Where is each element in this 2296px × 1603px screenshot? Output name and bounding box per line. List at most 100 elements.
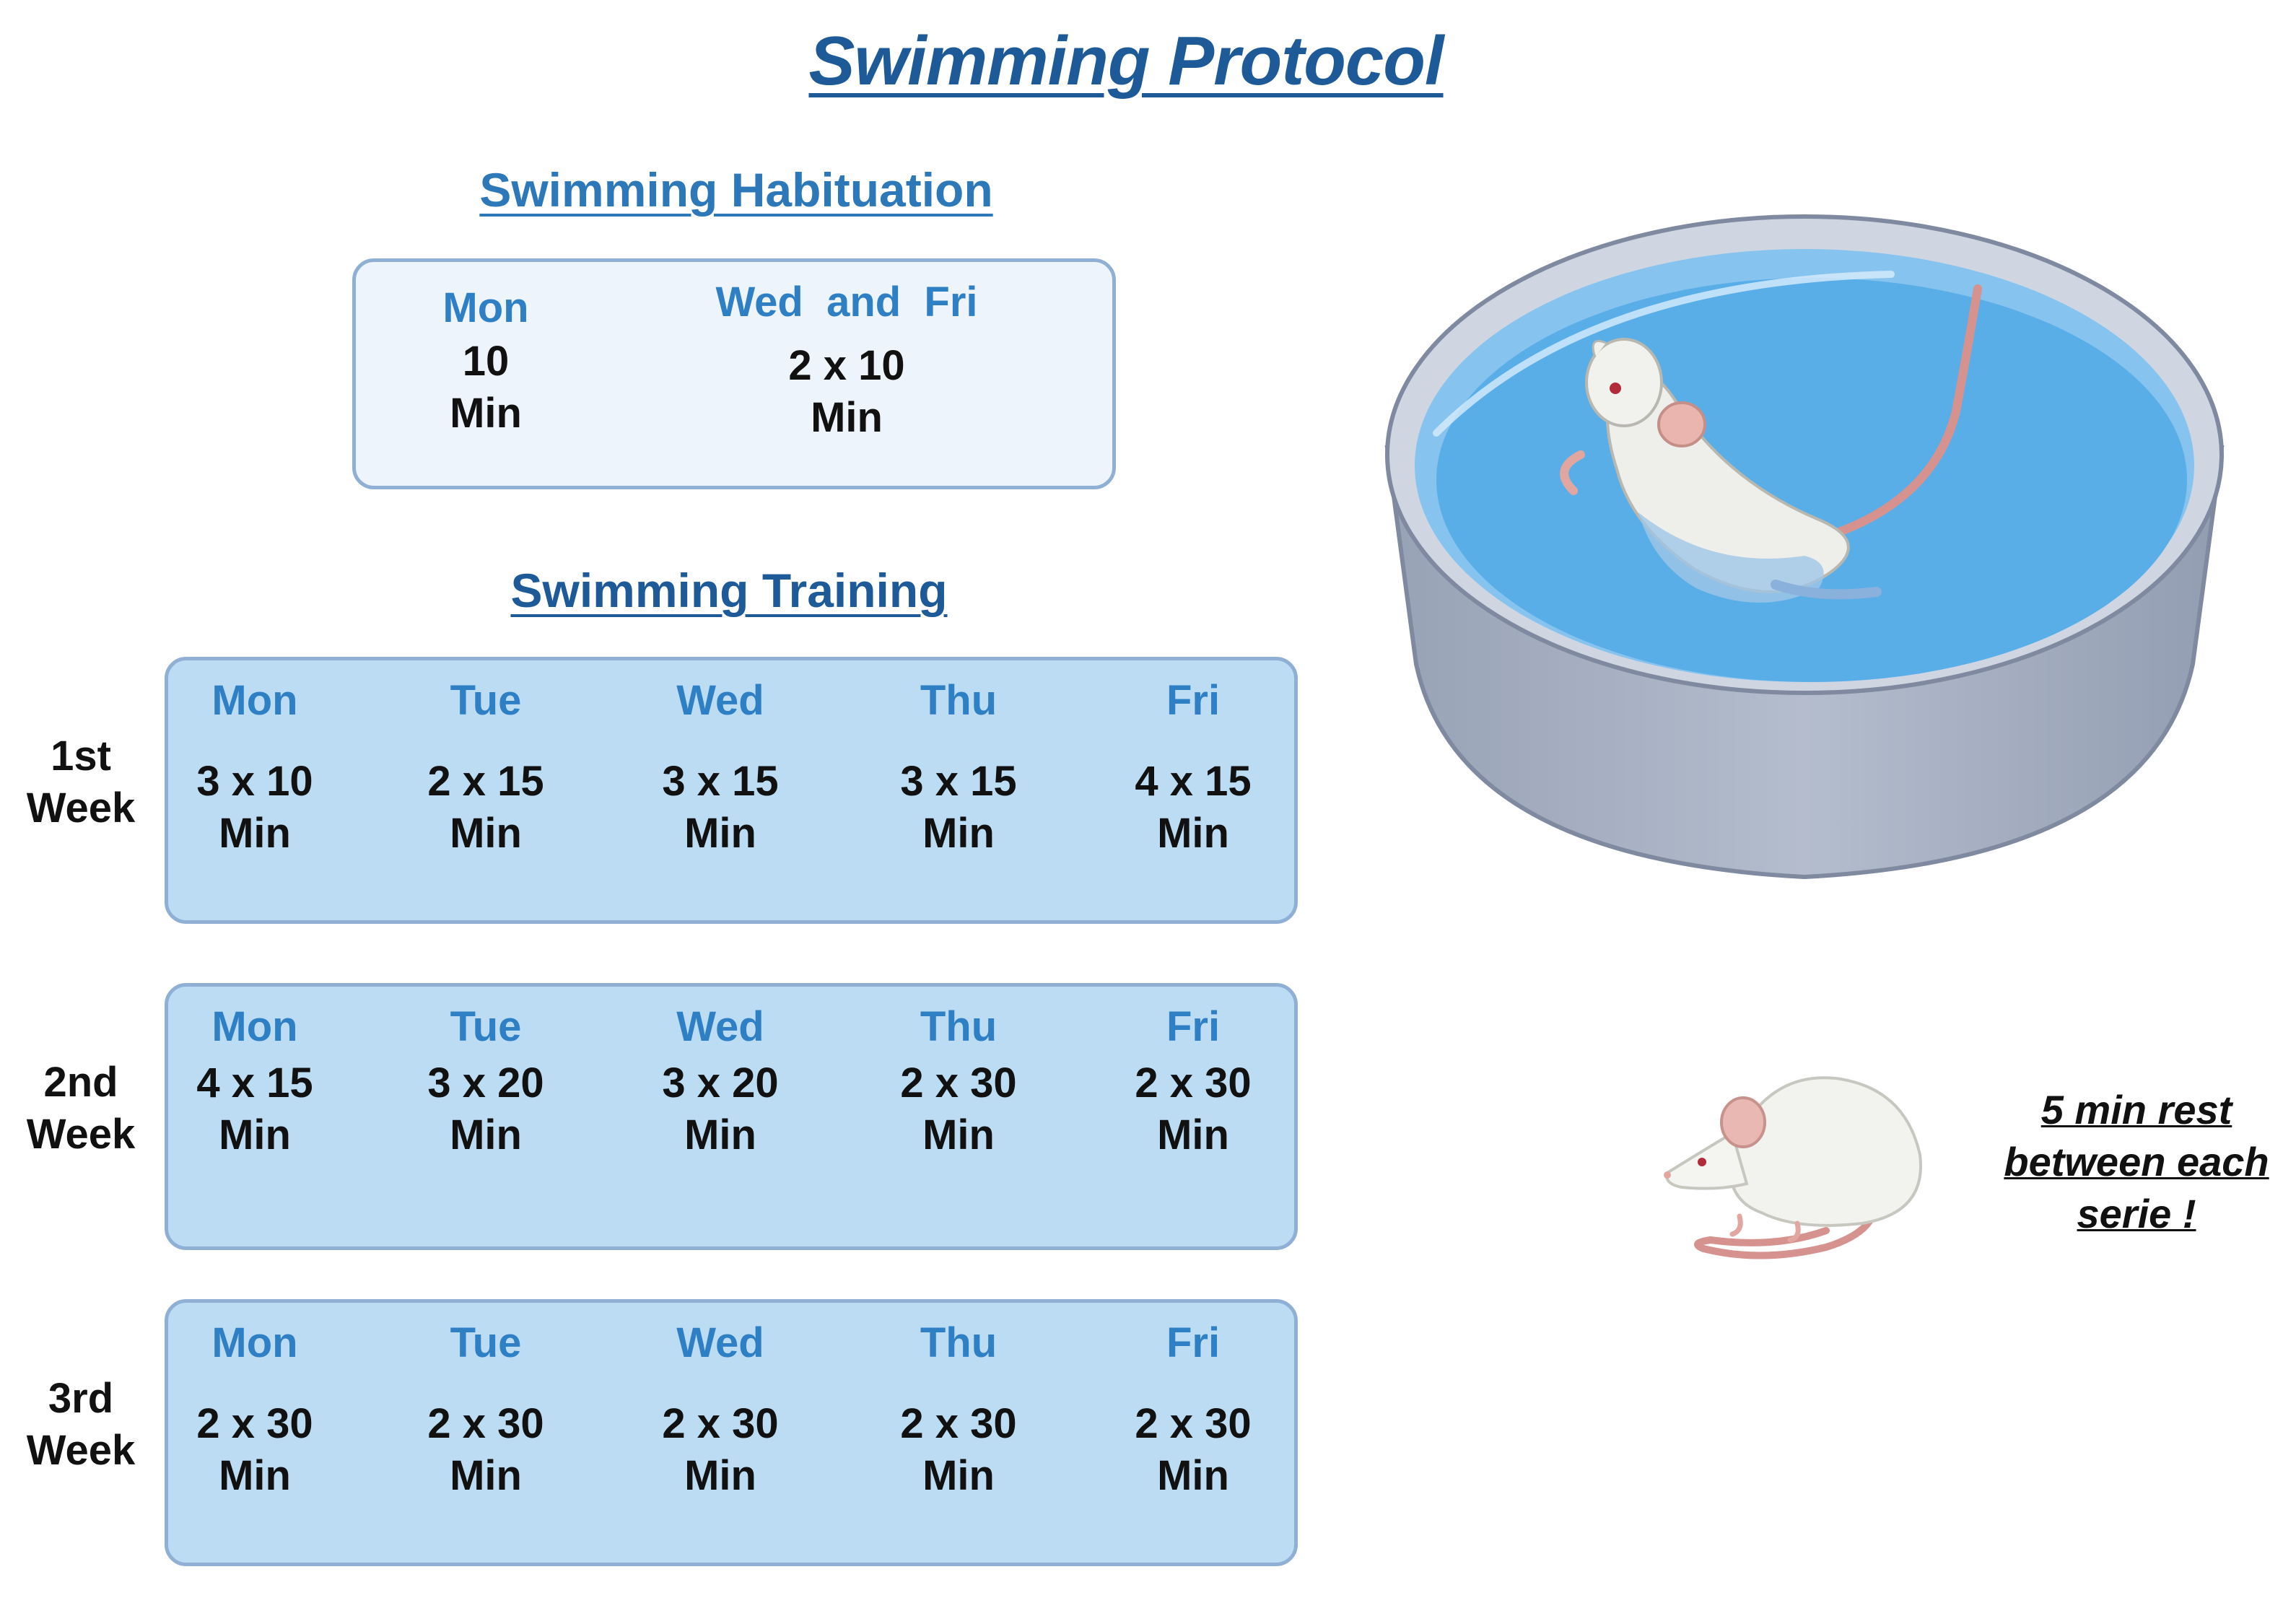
day-label: Mon: [211, 677, 298, 724]
week-label-line1: 1st: [51, 733, 111, 779]
duration-value: 2 x 30: [196, 1400, 313, 1447]
week-label-line2: Week: [26, 785, 136, 831]
resting-rat-nose: [1664, 1171, 1671, 1179]
day-label: Thu: [920, 677, 998, 724]
resting-rat-paws: [1729, 1213, 1801, 1243]
day-label: Wed: [676, 677, 764, 724]
day-label: Tue: [450, 677, 522, 724]
rat-tail: [1829, 284, 1982, 538]
duration-value: 3 x 15: [662, 758, 779, 805]
duration-value: 3 x 20: [427, 1060, 544, 1106]
duration-value: 2 x 30: [900, 1400, 1017, 1447]
habituation-day-wed-fri: Wed and Fri: [715, 279, 978, 326]
day-label: Mon: [211, 1003, 298, 1050]
duration-unit: Min: [1157, 1452, 1229, 1499]
week-box: Mon 3 x 10 Min Tue 2 x 15 Min Wed 3 x 15 Min Thu 3…: [165, 657, 1298, 924]
day-label: Wed: [676, 1003, 764, 1050]
page-title: Swimming Protocol: [808, 22, 1444, 100]
day-duration: 2 x 30 Min: [612, 1398, 829, 1502]
day-label: Fri: [1166, 1319, 1221, 1366]
duration-value: 2 x 30: [427, 1400, 544, 1447]
day-duration: 3 x 10 Min: [147, 756, 363, 860]
rat-eye: [1610, 383, 1621, 394]
day-duration: 2 x 15 Min: [377, 756, 594, 860]
duration-value: 3 x 15: [900, 758, 1017, 805]
day-duration: 2 x 30 Min: [850, 1057, 1067, 1161]
rat-head: [1585, 338, 1663, 427]
duration-unit: Min: [219, 1452, 291, 1499]
day-duration: 2 x 30 Min: [850, 1398, 1067, 1502]
week-label: 3rd Week: [9, 1373, 153, 1477]
duration-unit: Min: [922, 1111, 995, 1158]
habituation-box: Mon 10 Min Wed and Fri 2 x 10 Min: [352, 258, 1116, 489]
duration-value: 2 x 30: [1135, 1400, 1252, 1447]
duration-value: 2 x 30: [662, 1400, 779, 1447]
water-highlight: [1433, 271, 1895, 437]
duration-unit: Min: [684, 810, 756, 857]
day-duration: 2 x 30 Min: [377, 1398, 594, 1502]
duration-value: 3 x 10: [196, 758, 313, 805]
pool-water: [1436, 278, 2187, 682]
duration-unit: Min: [450, 1452, 522, 1499]
duration-unit: Min: [219, 810, 291, 857]
duration-unit: Min: [684, 1111, 756, 1158]
duration-unit: Min: [450, 810, 522, 857]
resting-rat-illustration: [1664, 1076, 1922, 1259]
day-label: Mon: [211, 1319, 298, 1366]
day-label: Thu: [920, 1319, 998, 1366]
rat-ear: [1657, 401, 1706, 447]
week-label-line2: Week: [26, 1427, 136, 1474]
duration-value: 4 x 15: [1135, 758, 1252, 805]
day-duration: 3 x 20 Min: [377, 1057, 594, 1161]
week-box: Mon 4 x 15 Min Tue 3 x 20 Min Wed 3 x 20 Min Thu 2…: [165, 983, 1298, 1250]
resting-rat-tail: [1694, 1180, 1879, 1259]
day-duration: 3 x 20 Min: [612, 1057, 829, 1161]
day-duration: 2 x 30 Min: [1085, 1057, 1301, 1161]
resting-rat-body: [1728, 1076, 1922, 1227]
duration-value: 2 x 30: [1135, 1060, 1252, 1106]
habituation-value-mon-line2: Min: [450, 390, 522, 437]
resting-rat-ear: [1720, 1096, 1766, 1148]
duration-unit: Min: [684, 1452, 756, 1499]
duration-unit: Min: [219, 1111, 291, 1158]
day-duration: 3 x 15 Min: [612, 756, 829, 860]
week-label: 1st Week: [9, 730, 153, 834]
training-title: Swimming Training: [510, 564, 948, 617]
day-label: Tue: [450, 1319, 522, 1366]
duration-unit: Min: [450, 1111, 522, 1158]
week-label-line1: 3rd: [48, 1375, 114, 1422]
habituation-value-wed-fri-line1: 2 x 10: [788, 342, 905, 389]
habituation-value-mon-line1: 10: [462, 338, 510, 385]
duration-unit: Min: [922, 1452, 995, 1499]
rat-front-paw: [1560, 450, 1585, 495]
duration-value: 2 x 15: [427, 758, 544, 805]
duration-value: 2 x 30: [900, 1060, 1017, 1106]
week-label-line1: 2nd: [43, 1059, 118, 1106]
resting-rat-eye: [1698, 1158, 1706, 1166]
duration-value: 3 x 20: [662, 1060, 779, 1106]
day-label: Wed: [676, 1319, 764, 1366]
duration-unit: Min: [922, 810, 995, 857]
habituation-day-mon: Mon: [442, 284, 529, 331]
day-duration: 4 x 15 Min: [147, 1057, 363, 1161]
week-box: Mon 2 x 30 Min Tue 2 x 30 Min Wed 2 x 30 Min Thu 2…: [165, 1299, 1298, 1566]
rat-hind-leg: [1771, 580, 1882, 600]
rest-note-line2: between each: [2004, 1139, 2269, 1184]
rest-note-line3: serie !: [2077, 1191, 2196, 1236]
habituation-value-wed-fri-line2: Min: [811, 394, 883, 441]
day-label: Fri: [1166, 1003, 1221, 1050]
day-duration: 4 x 15 Min: [1085, 756, 1301, 860]
rest-note: 5 min rest between each serie !: [1978, 1084, 2295, 1240]
swimming-pool-illustration: [1384, 214, 2225, 880]
duration-unit: Min: [1157, 810, 1229, 857]
duration-unit: Min: [1157, 1111, 1229, 1158]
resting-rat-head: [1665, 1130, 1749, 1190]
habituation-value-mon: 10 Min: [370, 336, 601, 440]
week-label: 2nd Week: [9, 1057, 153, 1161]
habituation-title: Swimming Habituation: [479, 163, 993, 217]
week-label-line2: Week: [26, 1111, 136, 1158]
day-duration: 2 x 30 Min: [147, 1398, 363, 1502]
day-label: Fri: [1166, 677, 1221, 724]
habituation-value-wed-fri: 2 x 10 Min: [688, 340, 1005, 444]
duration-value: 4 x 15: [196, 1060, 313, 1106]
